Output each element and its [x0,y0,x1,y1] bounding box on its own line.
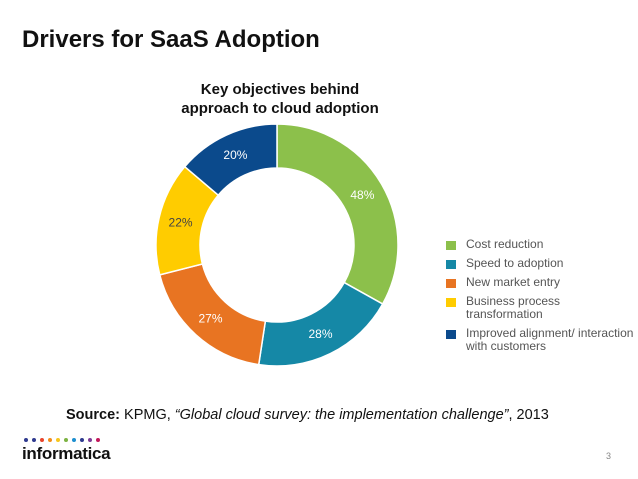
chart-title: Key objectives behind approach to cloud … [160,80,400,118]
logo-dot [72,438,76,442]
logo-dot [80,438,84,442]
logo-dots [24,438,110,442]
legend-item: Business process transformation [444,295,636,321]
logo-dot [24,438,28,442]
logo-dot [32,438,36,442]
legend-label: Business process transformation [466,294,561,321]
donut-slice-improved-alignment-interaction-with-customers [183,123,278,197]
slice-value-label: 20% [223,148,247,162]
legend-item: Speed to adoption [444,257,636,270]
legend-label: Speed to adoption [466,256,564,270]
logo-dot [48,438,52,442]
donut-slice-cost-reduction [276,123,399,306]
slice-value-label: 28% [308,327,332,341]
legend-label: New market entry [466,275,561,289]
slice-value-label: 48% [350,188,374,202]
legend-label: Cost reduction [466,237,544,251]
source-publication: “Global cloud survey: the implementation… [174,407,509,423]
source-prefix: Source: [66,407,120,423]
source-citation: Source: KPMG, “Global cloud survey: the … [66,407,549,423]
logo-dot [40,438,44,442]
donut-chart: 48% 28% 27% 22% 20% [155,123,399,367]
source-org: KPMG, [120,407,175,423]
source-year: , 2013 [508,407,549,423]
logo-dot [96,438,100,442]
page-number: 3 [605,451,611,461]
logo-dot [88,438,92,442]
legend-item: Improved alignment/ interaction with cus… [444,327,636,353]
slice-value-label: 27% [198,311,222,325]
legend-swatch [446,330,456,339]
legend-item: Cost reduction [444,238,636,251]
legend-label: Improved alignment/ interaction with cus… [466,326,634,353]
donut-slice-speed-to-adoption [257,281,384,367]
slice-value-label: 22% [169,216,193,230]
legend-swatch [446,241,456,250]
legend-swatch [446,298,456,307]
slide-title: Drivers for SaaS Adoption [22,26,320,53]
legend-swatch [446,279,456,288]
legend-swatch [446,260,456,269]
logo-dot [64,438,68,442]
legend-item: New market entry [444,276,636,289]
chart-title-line-1: Key objectives behind [200,81,360,98]
informatica-logo: informatica [22,438,111,464]
logo-dot [56,438,60,442]
logo-text: informatica [22,444,111,463]
chart-title-line-2: approach to cloud adoption [181,100,379,117]
chart-legend: Cost reduction Speed to adoption New marke… [444,238,636,359]
